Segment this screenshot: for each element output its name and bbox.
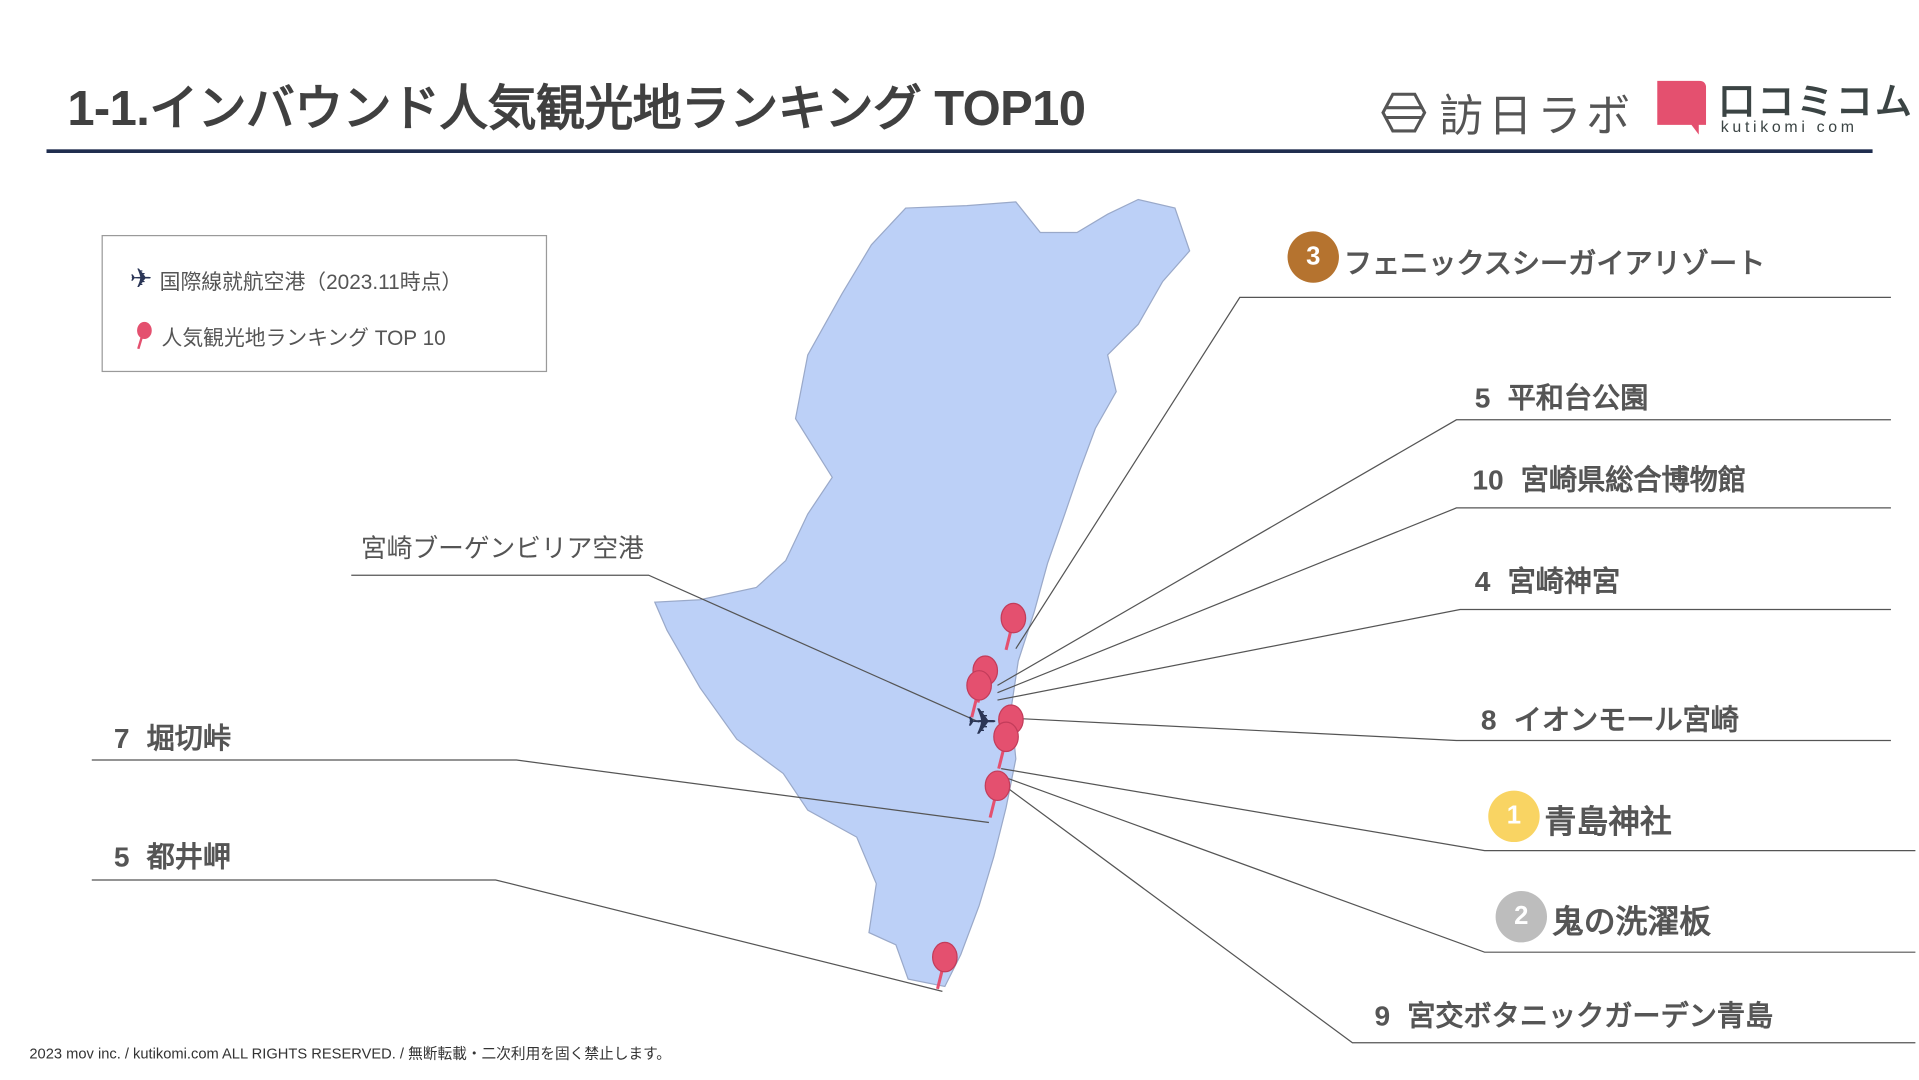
spot-label: 鬼の洗濯板 [1551,903,1712,940]
pushpin-marker [984,770,1011,818]
pushpin-icon [137,321,152,350]
speech-bubble-logo-icon [1657,80,1707,135]
spot-label: 5 都井岬 [113,840,232,873]
spot-label: 7 堀切峠 [113,722,232,754]
spot-label: 10 宮崎県総合博物館 [1472,463,1747,496]
rank-badge-1: 1 [1488,790,1540,843]
rank-badge-3: 3 [1287,231,1339,283]
rank-badge-2: 2 [1495,890,1548,943]
airplane-icon: ✈ [129,263,153,294]
page-title: 1-1.インバウンド人気観光地ランキング TOP10 [67,82,1086,136]
airport-label: 宮崎ブーゲンビリア空港 [361,534,644,563]
header-rule [46,149,1873,153]
spot-label: 5 平和台公園 [1474,381,1649,414]
spot-label: 青島神社 [1544,802,1672,840]
kutikomi-logo: 口コミコム kutikomi com [1657,80,1912,141]
map-legend: ✈ 国際線就航空港（2023.11時点） 人気観光地ランキング TOP 10 [101,234,548,373]
spot-label: フェニックスシーガイアリゾート [1343,247,1766,280]
pushpin-marker [966,670,992,718]
copyright-footer: 2023 mov inc. / kutikomi.com ALL RIGHTS … [29,1045,672,1063]
miyazaki-prefecture-shape [653,198,1191,988]
leader-lines [91,296,1916,1044]
hexagon-logo-icon [1381,92,1427,133]
houjin-lab-logo: 訪日ラボ [1381,81,1636,145]
legend-ranking: 人気観光地ランキング TOP 10 [130,319,446,351]
legend-airport: ✈ 国際線就航空港（2023.11時点） [129,263,463,294]
spot-label: 9 宮交ボタニックガーデン青島 [1374,999,1774,1032]
pushpin-marker [931,941,958,990]
spot-label: 4 宮崎神宮 [1474,565,1621,598]
pushpin-marker [993,721,1019,769]
pushpin-marker [1000,602,1027,651]
spot-label: 8 イオンモール宮崎 [1480,703,1739,736]
airport-plane-icon: ✈ [967,701,998,742]
